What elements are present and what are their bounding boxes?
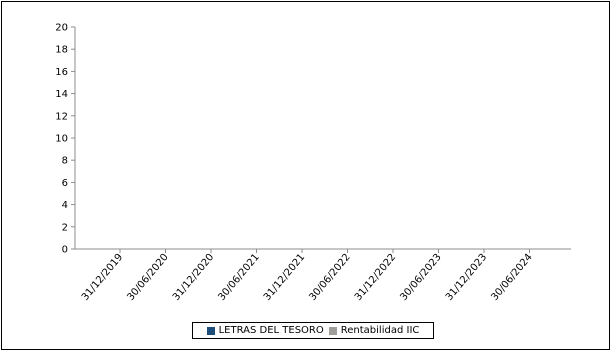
x-tick-label: 31/12/2022 xyxy=(353,252,398,303)
x-tick-label: 30/06/2020 xyxy=(125,252,170,303)
y-tick-label: 0 xyxy=(62,245,68,256)
x-tick-label: 31/12/2023 xyxy=(444,252,489,303)
y-tick-label: 18 xyxy=(55,45,68,56)
legend-label-series-2: Rentabilidad IIC xyxy=(340,325,420,336)
chart-legend: LETRAS DEL TESORO Rentabilidad IIC xyxy=(192,322,434,339)
y-tick-label: 12 xyxy=(55,111,68,122)
y-tick-label: 4 xyxy=(62,200,68,211)
x-tick-label: 30/06/2022 xyxy=(307,252,352,303)
x-tick-label: 30/06/2023 xyxy=(398,252,443,303)
y-tick-label: 14 xyxy=(55,89,68,100)
y-tick-label: 6 xyxy=(62,178,68,189)
x-tick-label: 30/06/2021 xyxy=(216,252,261,303)
x-tick-label: 30/06/2024 xyxy=(489,252,534,303)
y-tick-label: 16 xyxy=(55,67,68,78)
x-tick-label: 31/12/2021 xyxy=(262,252,307,303)
legend-item-series-1: LETRAS DEL TESORO xyxy=(206,325,324,336)
y-tick-label: 8 xyxy=(62,156,68,167)
legend-label-series-1: LETRAS DEL TESORO xyxy=(218,325,324,336)
y-tick-label: 10 xyxy=(55,134,68,145)
y-tick-label: 2 xyxy=(62,222,68,233)
legend-swatch-series-1 xyxy=(206,326,215,335)
x-tick-label: 31/12/2019 xyxy=(80,252,125,303)
y-tick-label: 20 xyxy=(55,23,68,34)
legend-swatch-series-2 xyxy=(328,326,337,335)
x-tick-label: 31/12/2020 xyxy=(171,252,216,303)
legend-item-series-2: Rentabilidad IIC xyxy=(328,325,420,336)
